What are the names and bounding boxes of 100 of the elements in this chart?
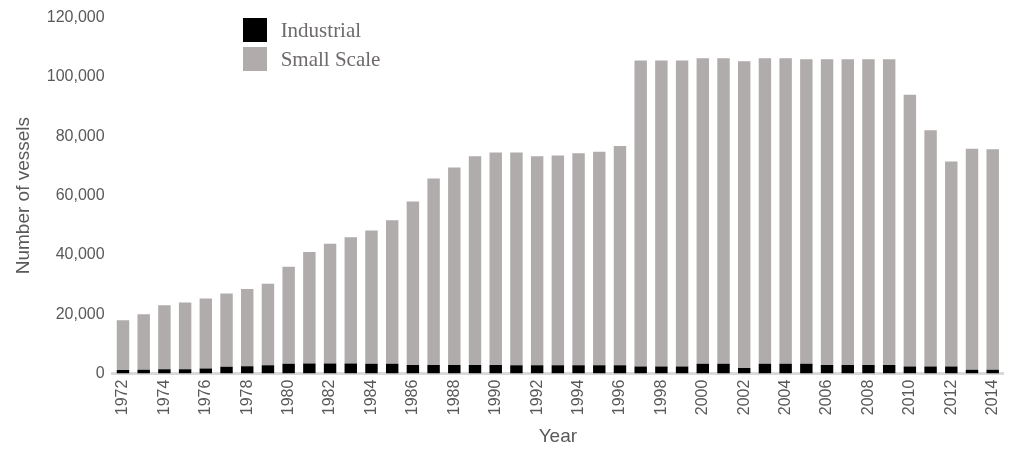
bar [820,59,834,365]
bar [945,161,958,367]
bar [199,298,213,369]
bar [344,237,357,364]
bar [116,320,130,371]
bar [841,59,854,365]
x-tick-label: 2008 [858,379,876,416]
bar [862,365,875,374]
bar [758,58,772,364]
y-tick-label: 120,000 [46,8,105,26]
bar [903,94,917,367]
bar [158,305,171,370]
bar [945,366,958,374]
bar [303,251,316,364]
bar [282,363,295,374]
bar [717,363,730,374]
bar [510,152,523,366]
x-tick-label: 1974 [154,379,172,416]
bar [924,366,937,374]
bar [634,366,647,374]
bar [655,60,668,367]
x-tick-label: 1994 [568,379,586,416]
bar [220,366,233,374]
bar [779,363,792,374]
x-tick-label: 1982 [320,379,338,416]
bar [551,365,565,374]
bar [261,283,275,366]
x-tick-label: 1996 [610,379,628,416]
x-tick-label: 1984 [361,379,379,416]
bar [779,58,792,364]
bar [903,366,917,374]
bar [220,293,233,367]
bar [634,60,647,367]
x-tick-label: 2002 [734,379,752,416]
legend-label: Industrial [280,17,362,43]
bar [468,156,482,365]
bar [593,151,606,366]
bar [800,363,813,374]
bar [593,365,606,374]
y-tick-label: 100,000 [46,67,105,85]
bar [882,365,896,374]
x-tick-label: 2000 [693,379,711,416]
bar [862,59,875,365]
bar [365,363,378,374]
x-axis-title: Year [538,424,578,446]
x-tick-label: 1972 [113,379,131,416]
bar [323,243,337,364]
x-tick-label: 2012 [941,379,959,416]
bar [489,152,502,365]
x-tick-label: 2010 [900,379,918,416]
bar [406,365,420,374]
bar [282,266,295,364]
x-tick-label: 1992 [527,379,545,416]
y-tick-label: 80,000 [55,126,105,144]
bar [841,365,854,374]
x-tick-label: 1976 [196,379,214,416]
bar [158,369,171,374]
bar [178,302,192,370]
bar [572,365,585,374]
bar [303,363,316,374]
bar [655,366,668,374]
bar [986,149,999,370]
bar [427,178,440,365]
bar [717,58,730,364]
bar [448,365,461,374]
x-tick-label: 1998 [651,379,669,416]
x-tick-label: 1990 [486,379,504,416]
y-tick-label: 60,000 [55,186,105,204]
y-tick-label: 40,000 [55,245,105,263]
bar [241,289,254,367]
bar [965,148,979,370]
bar [551,155,565,366]
bar [137,314,150,370]
y-axis-title: Number of vessels [11,116,33,275]
bar [800,59,813,364]
bar [510,365,523,374]
bar [696,58,710,364]
bar [530,156,544,366]
bar [675,60,689,367]
x-tick-label: 1988 [444,379,462,416]
y-tick-label: 20,000 [55,304,105,322]
bar [468,365,482,374]
bar [572,153,585,366]
x-tick-label: 1986 [403,379,421,416]
bar [261,365,275,374]
x-tick-label: 2004 [776,379,794,416]
bar [882,59,896,365]
y-tick-label: 0 [95,364,105,382]
bar [241,366,254,374]
bar [820,365,834,374]
bar [385,220,399,364]
bar [613,146,627,366]
bar [365,230,378,364]
bar [489,365,502,374]
bar [448,167,461,365]
x-tick-label: 2014 [983,379,1001,416]
bar [613,365,627,374]
x-tick-label: 2006 [817,379,835,416]
bar [738,61,751,368]
x-tick-label: 1980 [279,379,297,416]
